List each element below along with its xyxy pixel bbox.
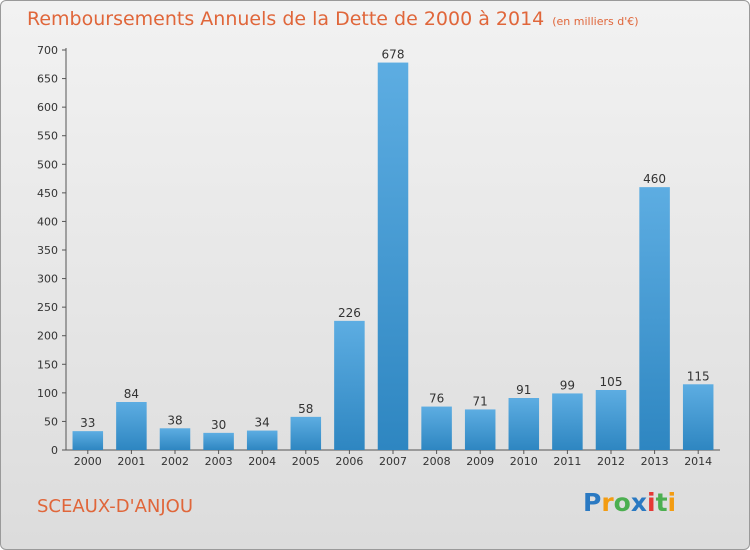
data-label-2001: 84 bbox=[124, 387, 139, 401]
data-label-2000: 33 bbox=[80, 416, 95, 430]
chart-subtitle: (en milliers d'€) bbox=[552, 15, 639, 28]
bar-2006 bbox=[334, 320, 365, 450]
x-tick-label-2009: 2009 bbox=[466, 455, 494, 468]
bar-2014 bbox=[682, 384, 714, 450]
bar-2013 bbox=[639, 187, 670, 450]
x-tick-label-2005: 2005 bbox=[292, 455, 320, 468]
y-tick-label: 200 bbox=[37, 330, 58, 343]
y-tick-label: 250 bbox=[37, 301, 58, 314]
x-tick-label-2014: 2014 bbox=[684, 455, 712, 468]
chart-bars bbox=[72, 62, 714, 450]
proxiti-logo: Proxiti bbox=[583, 488, 676, 517]
logo-letter: i bbox=[667, 488, 677, 517]
logo-letter: i bbox=[647, 488, 656, 517]
data-label-2009: 71 bbox=[473, 394, 488, 408]
bar-2012 bbox=[595, 390, 627, 450]
chart-title-text: Remboursements Annuels de la Dette de 20… bbox=[27, 8, 545, 30]
bar-2011 bbox=[552, 393, 583, 450]
bar-2009 bbox=[464, 409, 496, 450]
data-label-2008: 76 bbox=[429, 392, 444, 406]
data-label-2013: 460 bbox=[643, 172, 666, 186]
y-tick-label: 550 bbox=[37, 130, 58, 143]
y-tick-label: 150 bbox=[37, 358, 58, 371]
bar-2008 bbox=[421, 406, 452, 450]
data-label-2006: 226 bbox=[338, 306, 361, 320]
commune-name: SCEAUX-D'ANJOU bbox=[37, 496, 194, 517]
data-label-2003: 30 bbox=[211, 418, 226, 432]
y-tick-label: 500 bbox=[37, 158, 58, 171]
y-tick-label: 300 bbox=[37, 273, 58, 286]
logo-letter: t bbox=[655, 488, 668, 517]
data-label-2014: 115 bbox=[687, 369, 710, 383]
y-tick-label: 400 bbox=[37, 215, 58, 228]
y-tick-label: 650 bbox=[37, 73, 58, 86]
logo-letter: P bbox=[583, 488, 602, 517]
bar-2001 bbox=[116, 402, 147, 450]
chart-data-labels: 33 84 38 30 34 58 226 678 76 71 91 99 105 460 115 bbox=[80, 48, 709, 432]
y-tick-label: 600 bbox=[37, 101, 58, 114]
x-tick-label-2001: 2001 bbox=[117, 455, 145, 468]
data-label-2005: 58 bbox=[298, 402, 313, 416]
data-label-2010: 91 bbox=[516, 383, 531, 397]
y-tick-label: 350 bbox=[37, 244, 58, 257]
bar-2002 bbox=[159, 428, 191, 450]
bar-2007 bbox=[377, 62, 409, 450]
chart-title: Remboursements Annuels de la Dette de 20… bbox=[27, 8, 639, 30]
x-tick-label-2011: 2011 bbox=[553, 455, 581, 468]
x-tick-label-2008: 2008 bbox=[423, 455, 451, 468]
x-tick-label-2004: 2004 bbox=[248, 455, 276, 468]
data-label-2007: 678 bbox=[382, 48, 405, 62]
y-tick-label: 450 bbox=[37, 187, 58, 200]
data-label-2011: 99 bbox=[560, 378, 575, 392]
bar-2003 bbox=[203, 432, 234, 450]
y-tick-label: 50 bbox=[44, 415, 58, 428]
x-tick-label-2010: 2010 bbox=[510, 455, 538, 468]
data-label-2002: 38 bbox=[167, 413, 182, 427]
x-tick-label-2006: 2006 bbox=[335, 455, 363, 468]
logo-letter: r bbox=[601, 488, 614, 517]
y-tick-label: 100 bbox=[37, 387, 58, 400]
logo-letter: o bbox=[613, 488, 631, 517]
data-label-2012: 105 bbox=[600, 375, 623, 389]
x-tick-label-2002: 2002 bbox=[161, 455, 189, 468]
y-tick-label: 700 bbox=[37, 44, 58, 57]
bar-2004 bbox=[246, 430, 278, 450]
chart-axes: 0 50 100 150 200 250 300 350 400 450 500 550 600 650 7… bbox=[37, 44, 720, 468]
x-tick-label-2013: 2013 bbox=[641, 455, 669, 468]
logo-letter: x bbox=[630, 488, 647, 517]
bar-2010 bbox=[508, 398, 540, 450]
x-tick-label-2000: 2000 bbox=[74, 455, 102, 468]
x-tick-label-2003: 2003 bbox=[205, 455, 233, 468]
y-tick-label: 0 bbox=[51, 444, 58, 457]
bar-2000 bbox=[72, 431, 104, 450]
data-label-2004: 34 bbox=[255, 416, 270, 430]
x-tick-label-2012: 2012 bbox=[597, 455, 625, 468]
bar-2005 bbox=[290, 416, 322, 450]
x-tick-label-2007: 2007 bbox=[379, 455, 407, 468]
